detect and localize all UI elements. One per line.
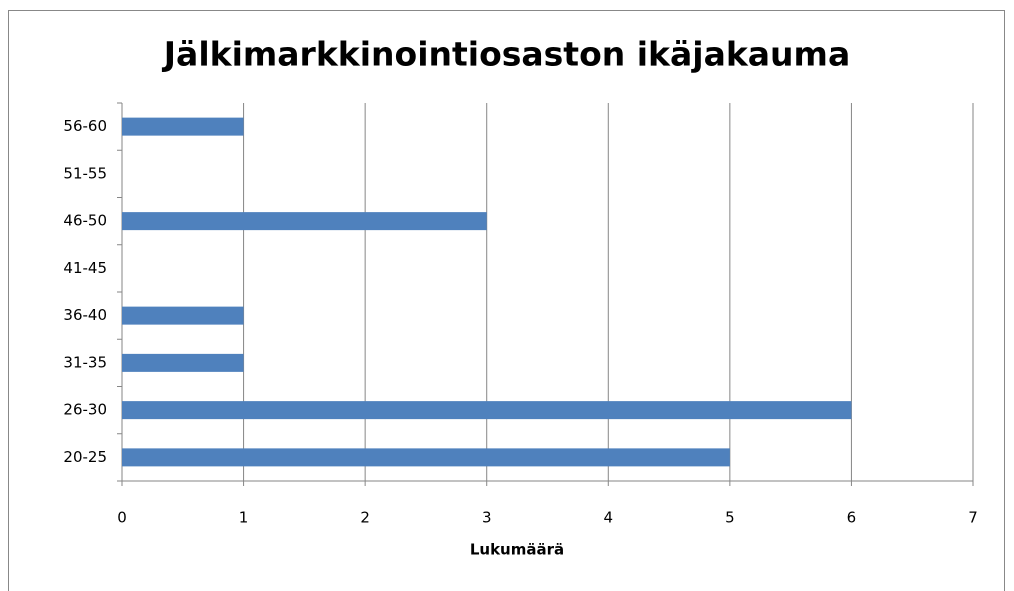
bar [122, 306, 244, 325]
y-tick-label: 20-25 [63, 448, 107, 466]
bar [122, 448, 730, 467]
x-tick-label: 1 [239, 509, 249, 527]
chart-frame [8, 10, 1005, 591]
x-tick-label: 7 [968, 509, 978, 527]
x-tick-label: 0 [117, 509, 127, 527]
bar [122, 212, 487, 231]
x-tick-label: 4 [604, 509, 614, 527]
y-tick-label: 31-35 [63, 353, 107, 371]
y-tick-label: 41-45 [63, 259, 107, 277]
bar [122, 117, 244, 136]
y-tick-label: 56-60 [63, 117, 107, 135]
bar [122, 353, 244, 372]
bar [122, 401, 852, 420]
x-tick-label: 6 [847, 509, 857, 527]
y-tick-label: 26-30 [63, 401, 107, 419]
y-tick-label: 36-40 [63, 306, 107, 324]
x-tick-label: 2 [360, 509, 370, 527]
x-tick-label: 3 [482, 509, 492, 527]
x-axis-label: Lukumäärä [470, 541, 564, 559]
chart-title: Jälkimarkkinointiosaston ikäjakauma [162, 35, 850, 74]
y-tick-label: 51-55 [63, 164, 107, 182]
y-tick-label: 46-50 [63, 212, 107, 230]
x-tick-label: 5 [725, 509, 735, 527]
